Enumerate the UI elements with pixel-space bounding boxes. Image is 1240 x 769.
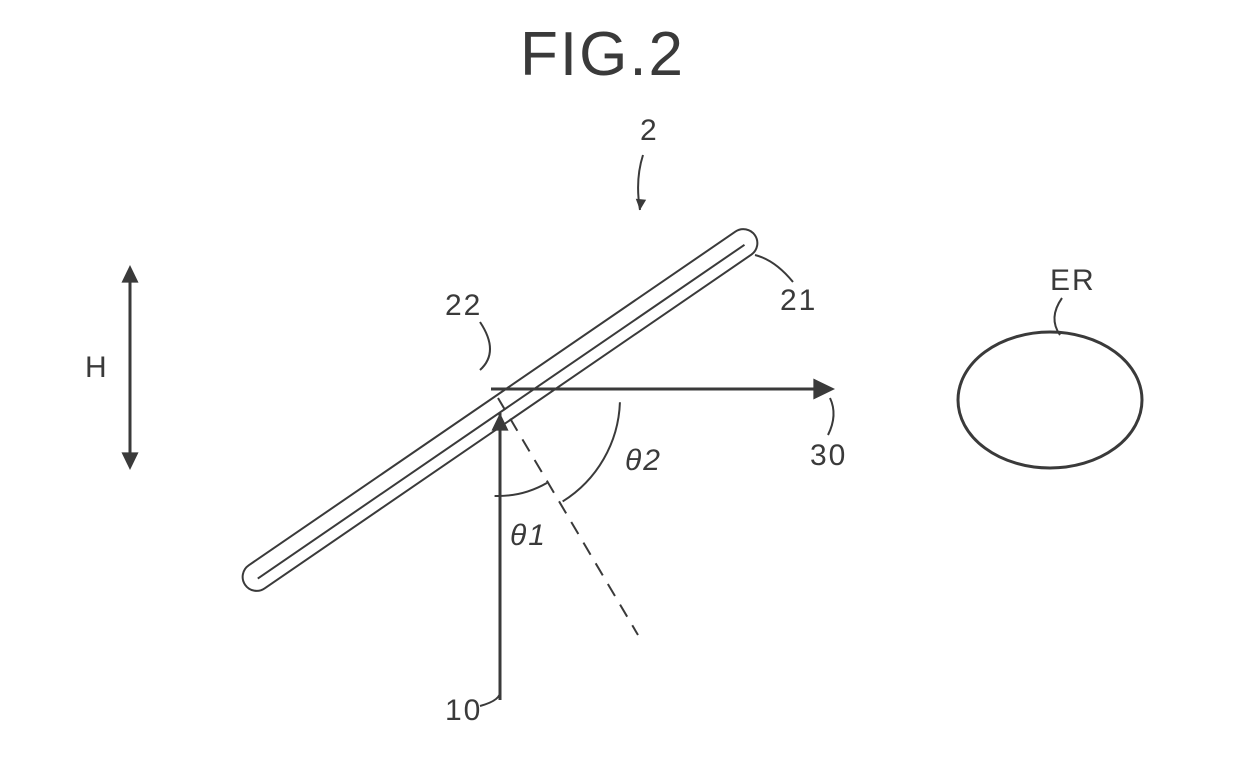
label-22: 22 [445, 289, 482, 322]
er-ellipse [958, 332, 1142, 468]
figure-title: FIG.2 [520, 20, 685, 89]
angle-arc-theta1 [495, 483, 547, 496]
label-theta2: θ2 [625, 444, 662, 477]
figure-svg: FIG.2222213010θ1θ2HER [0, 0, 1240, 769]
label-10: 10 [445, 694, 482, 727]
label-theta1: θ1 [510, 519, 547, 552]
label-H: H [85, 351, 109, 384]
label-21: 21 [780, 284, 817, 317]
label-2: 2 [640, 114, 659, 147]
label-30: 30 [810, 439, 847, 472]
angle-arc-theta2 [563, 402, 620, 501]
normal-line [498, 398, 638, 635]
label-ER: ER [1050, 264, 1096, 297]
